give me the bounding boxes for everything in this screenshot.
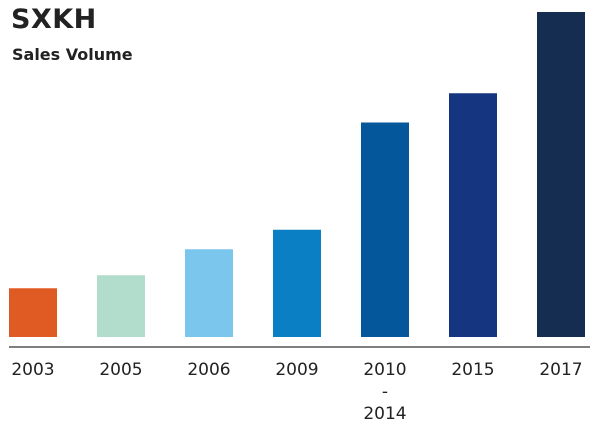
bar-2017 <box>537 12 585 337</box>
x-tick-label: 2017 <box>539 360 582 380</box>
bar-2015 <box>449 93 497 337</box>
x-tick-label: 2014 <box>363 404 406 424</box>
bar-2005 <box>97 275 145 337</box>
chart-title: SXKH <box>11 4 97 35</box>
bar-2010-2014 <box>361 122 409 337</box>
bar-2006 <box>185 249 233 337</box>
bar-2003 <box>9 288 57 337</box>
chart-subtitle: Sales Volume <box>12 45 133 64</box>
x-tick-label: 2006 <box>187 360 230 380</box>
x-tick-label: - <box>382 382 388 402</box>
x-tick-label: 2009 <box>275 360 318 380</box>
bar-2009 <box>273 229 321 337</box>
x-tick-label: 2003 <box>11 360 54 380</box>
x-tick-label: 2015 <box>451 360 494 380</box>
x-tick-label: 2005 <box>99 360 142 380</box>
x-tick-label: 2010 <box>363 360 406 380</box>
